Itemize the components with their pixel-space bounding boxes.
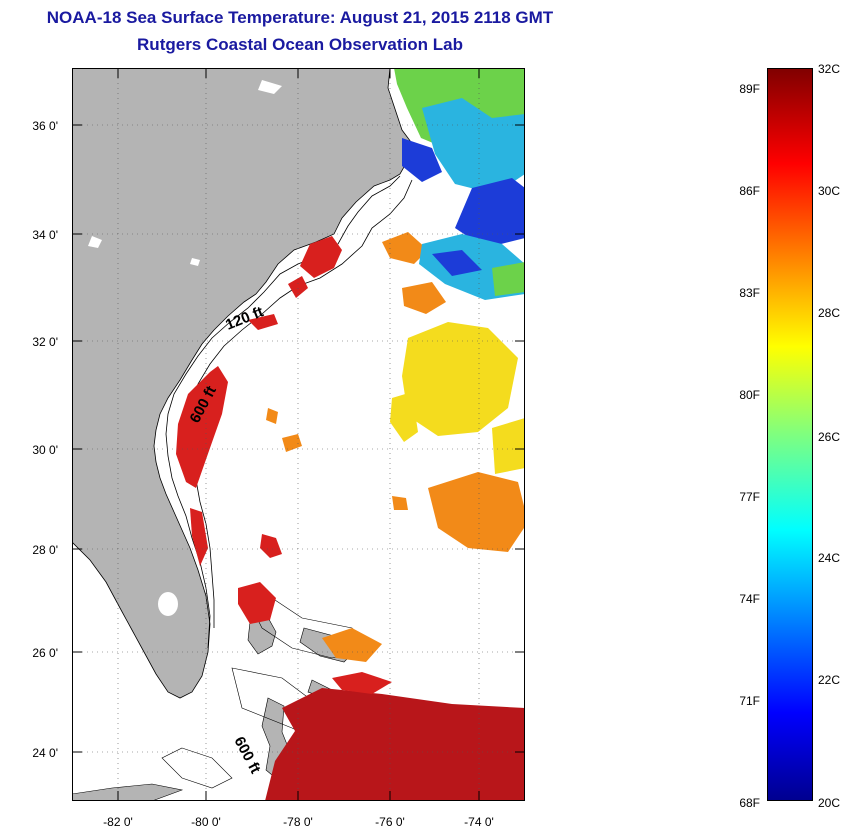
cuba-land [72,783,184,801]
colorbar-c-24: 24C [818,551,841,565]
colorbar-f-80: 80F [739,388,760,402]
colorbar-gradient [767,68,813,801]
colorbar-f-68: 68F [739,796,760,810]
colorbar-c-30: 30C [818,184,841,198]
lon-label-80: -80 0' [191,815,221,829]
graticule [72,68,525,801]
contour-600ft [189,179,413,628]
lat-label-26: 26 0' [32,646,58,660]
lat-label-32: 32 0' [32,335,58,349]
sst-warm-patches [176,236,525,801]
colorbar-c-32: 32C [818,62,841,76]
contour-120ft [165,175,401,649]
map-title: NOAA-18 Sea Surface Temperature: August … [46,8,554,27]
lake [190,258,200,266]
colorbar-f-86: 86F [739,184,760,198]
colorbar-c-28: 28C [818,306,841,320]
lake [88,236,102,248]
us-mainland-land [72,68,415,699]
colorbar-c-22: 22C [818,673,841,687]
lon-label-74: -74 0' [464,815,494,829]
map-ticks [72,68,525,801]
colorbar-f-71: 71F [739,694,760,708]
colorbar-c-26: 26C [818,430,841,444]
sst-yellow-patches [390,322,525,474]
lat-label-36: 36 0' [32,119,58,133]
colorbar-c-20: 20C [818,796,841,810]
temperature-colorbar [767,68,813,801]
sst-map: 120 ft 600 ft 600 ft [72,68,525,801]
lat-label-34: 34 0' [32,228,58,242]
lon-label-76: -76 0' [375,815,405,829]
colorbar-f-74: 74F [739,592,760,606]
sst-cool-patches [394,68,525,300]
lat-label-28: 28 0' [32,543,58,557]
colorbar-f-77: 77F [739,490,760,504]
colorbar-f-83: 83F [739,286,760,300]
lon-label-82: -82 0' [103,815,133,829]
map-subtitle: Rutgers Coastal Ocean Observation Lab [137,35,463,54]
bahamas-land [247,603,355,781]
lake-okeechobee [158,592,178,616]
lon-label-78: -78 0' [283,815,313,829]
lat-label-30: 30 0' [32,443,58,457]
sst-orange-patches [266,232,525,662]
lat-label-24: 24 0' [32,746,58,760]
colorbar-f-89: 89F [739,82,760,96]
lake [258,80,282,94]
